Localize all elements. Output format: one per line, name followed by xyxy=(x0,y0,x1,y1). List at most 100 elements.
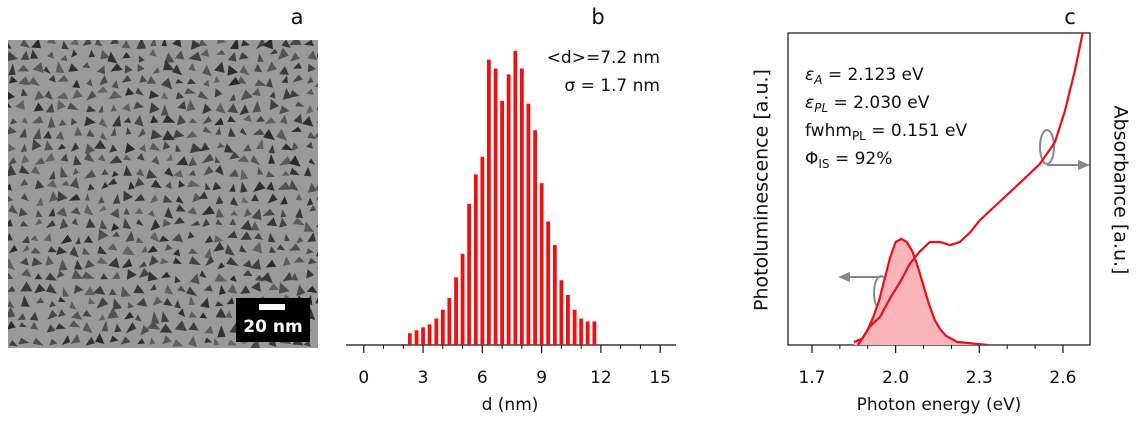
nanocrystal xyxy=(99,219,108,230)
nanocrystal xyxy=(128,181,135,190)
nanocrystal xyxy=(290,272,299,281)
nanocrystal xyxy=(251,281,261,292)
nanocrystal xyxy=(19,220,29,227)
nanocrystal xyxy=(315,251,318,257)
nanocrystal xyxy=(172,257,182,264)
nanocrystal xyxy=(31,115,44,124)
x-tick-label: 9 xyxy=(536,368,547,388)
nanocrystal xyxy=(29,311,39,321)
nanocrystal xyxy=(150,179,162,189)
nanocrystal xyxy=(176,114,187,126)
bar xyxy=(566,294,570,345)
nanocrystal xyxy=(140,324,150,336)
bar xyxy=(480,156,485,345)
nanocrystal xyxy=(278,47,289,60)
nanocrystal xyxy=(122,52,131,59)
nanocrystal xyxy=(9,76,18,84)
nanocrystal xyxy=(292,74,303,83)
nanocrystal xyxy=(97,65,105,75)
nanocrystal xyxy=(201,205,215,216)
nanocrystal xyxy=(199,270,207,278)
nanocrystal xyxy=(227,339,238,346)
nanocrystal xyxy=(82,309,92,317)
nanocrystal xyxy=(46,40,57,45)
nanocrystal xyxy=(188,156,197,167)
nanocrystal xyxy=(284,233,290,242)
nanocrystal xyxy=(164,284,174,295)
nanocrystal xyxy=(253,181,266,193)
nanocrystal xyxy=(306,88,314,95)
nanocrystal xyxy=(269,246,277,253)
nanocrystal xyxy=(47,309,58,320)
nanocrystal xyxy=(205,255,215,267)
nanocrystal xyxy=(253,63,263,73)
annotation: <d>=7.2 nm xyxy=(547,48,660,68)
nanocrystal xyxy=(250,221,260,231)
nanocrystal xyxy=(213,235,224,243)
nanocrystal xyxy=(86,79,93,87)
nanocrystal xyxy=(101,320,109,332)
annotation-value: = 2.123 eV xyxy=(822,65,924,85)
x-tick-label: 2.0 xyxy=(882,368,909,388)
nanocrystal xyxy=(134,177,145,187)
nanocrystal xyxy=(138,261,147,268)
nanocrystal xyxy=(187,231,195,239)
panel-label: c xyxy=(1064,5,1076,29)
nanocrystal xyxy=(136,297,148,307)
nanocrystal xyxy=(257,166,264,175)
nanocrystal xyxy=(8,102,12,108)
nanocrystal xyxy=(199,191,208,199)
nanocrystal xyxy=(95,333,105,344)
nanocrystal xyxy=(31,138,42,151)
annotation: ΦIS = 92% xyxy=(805,149,892,171)
nanocrystal xyxy=(46,179,58,188)
nanocrystal xyxy=(161,91,169,100)
nanocrystal xyxy=(98,195,105,204)
nanocrystal xyxy=(227,230,238,238)
nanocrystal xyxy=(304,166,312,177)
nanocrystal xyxy=(295,101,305,107)
nanocrystal xyxy=(72,167,79,176)
bar xyxy=(526,103,531,345)
nanocrystal xyxy=(149,194,159,204)
nanocrystal xyxy=(83,235,93,243)
nanocrystal xyxy=(111,223,120,232)
nanocrystal xyxy=(110,104,117,112)
nanocrystal xyxy=(309,205,317,212)
nanocrystal xyxy=(133,101,144,110)
nanocrystal xyxy=(202,116,212,125)
nanocrystal xyxy=(123,165,133,176)
nanocrystal xyxy=(303,221,315,232)
nanocrystal xyxy=(227,52,237,62)
nanocrystal xyxy=(122,217,132,230)
nanocrystal xyxy=(175,79,184,84)
nanocrystal xyxy=(253,232,263,240)
nanocrystal xyxy=(135,87,144,96)
nanocrystal xyxy=(243,208,252,218)
nanocrystal xyxy=(8,91,15,100)
annotation-value: = 0.151 eV xyxy=(866,121,968,141)
nanocrystal xyxy=(239,104,249,116)
panel-label: a xyxy=(291,5,304,29)
nanocrystal xyxy=(188,51,202,62)
nanocrystal xyxy=(72,89,84,99)
nanocrystal xyxy=(125,127,132,135)
nanocrystal xyxy=(266,217,277,227)
nanocrystal xyxy=(124,142,136,154)
annotation-symbol: fwhm xyxy=(805,121,852,141)
nanocrystal xyxy=(147,245,158,254)
nanocrystal xyxy=(321,169,332,179)
nanocrystal xyxy=(277,181,291,190)
nanocrystal xyxy=(265,171,275,178)
nanocrystal xyxy=(110,127,117,137)
bar xyxy=(467,203,472,345)
nanocrystal xyxy=(296,236,304,244)
nanocrystal xyxy=(82,62,91,69)
bar xyxy=(421,327,425,345)
bar xyxy=(407,333,412,345)
nanocrystal xyxy=(320,229,333,236)
nanocrystal xyxy=(8,126,17,135)
nanocrystal xyxy=(202,64,212,77)
nanocrystal xyxy=(200,48,209,57)
line xyxy=(853,237,988,345)
